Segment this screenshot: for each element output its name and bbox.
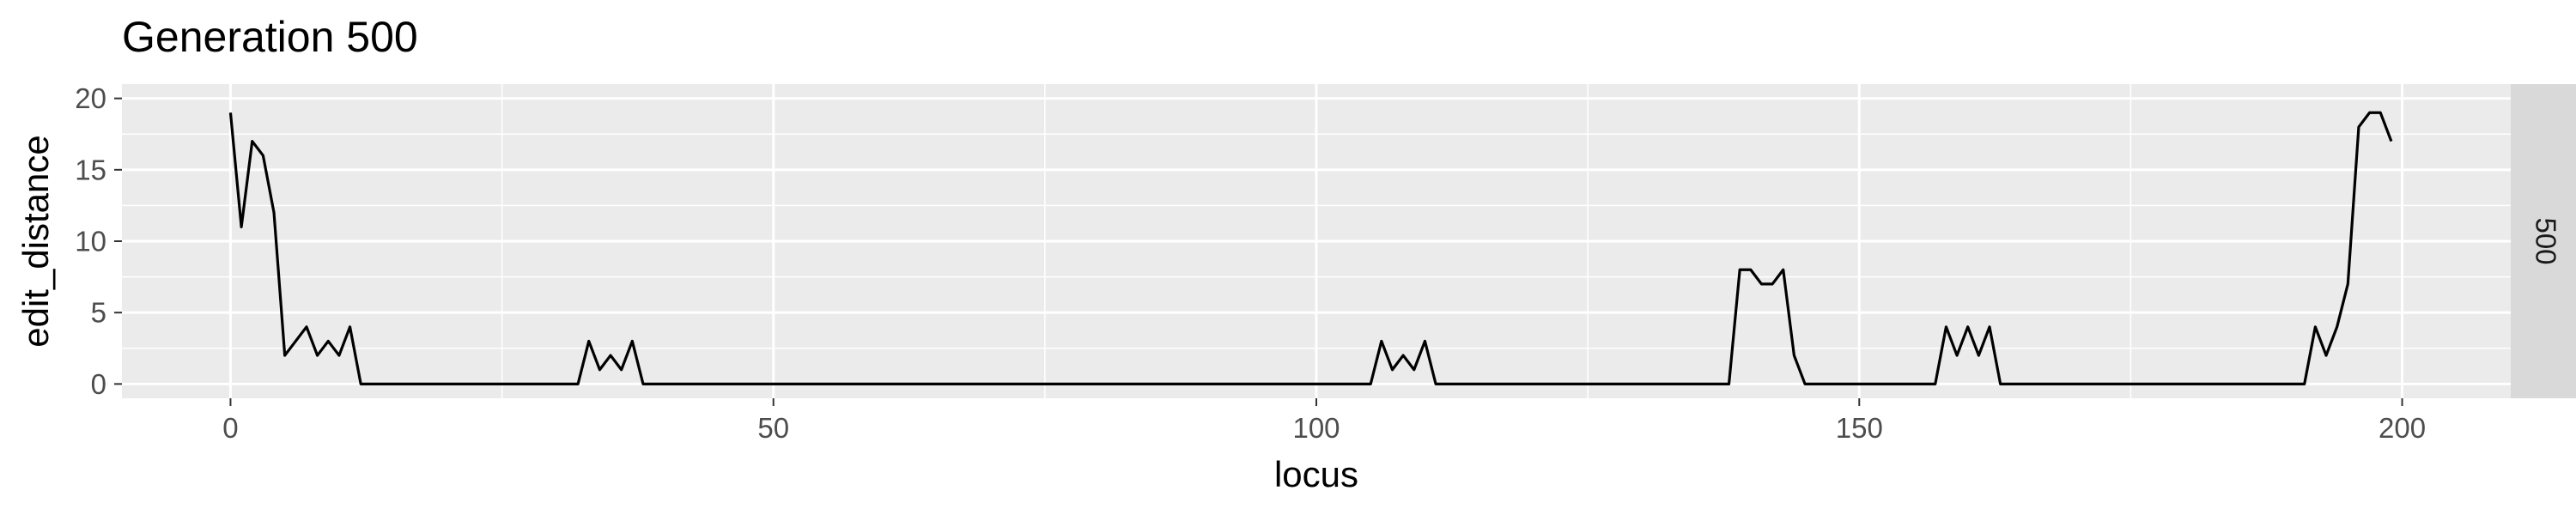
y-axis-title: edit_distance bbox=[15, 135, 56, 348]
chart-title: Generation 500 bbox=[122, 13, 418, 61]
series-line bbox=[228, 111, 2393, 385]
y-axis-tick-labels: 0 5 10 15 20 bbox=[75, 82, 106, 400]
y-tick-label: 15 bbox=[75, 154, 106, 185]
x-tick-label: 100 bbox=[1292, 412, 1340, 444]
y-tick-label: 20 bbox=[75, 82, 106, 114]
series-layer bbox=[228, 111, 2393, 385]
x-axis-ticks bbox=[229, 398, 2403, 406]
x-tick-label: 150 bbox=[1836, 412, 1883, 444]
x-tick-label: 200 bbox=[2379, 412, 2426, 444]
y-axis-ticks bbox=[114, 97, 122, 385]
x-axis-tick-labels: 0 50 100 150 200 bbox=[222, 412, 2426, 444]
x-tick-label: 0 bbox=[222, 412, 238, 444]
facet-strip bbox=[2511, 84, 2576, 398]
y-tick-label: 5 bbox=[91, 297, 106, 329]
x-tick-label: 50 bbox=[757, 412, 789, 444]
x-axis-title: locus bbox=[1274, 454, 1358, 494]
facet-strip-label: 500 bbox=[2530, 217, 2561, 264]
y-tick-label: 10 bbox=[75, 226, 106, 258]
y-tick-label: 0 bbox=[91, 368, 106, 400]
